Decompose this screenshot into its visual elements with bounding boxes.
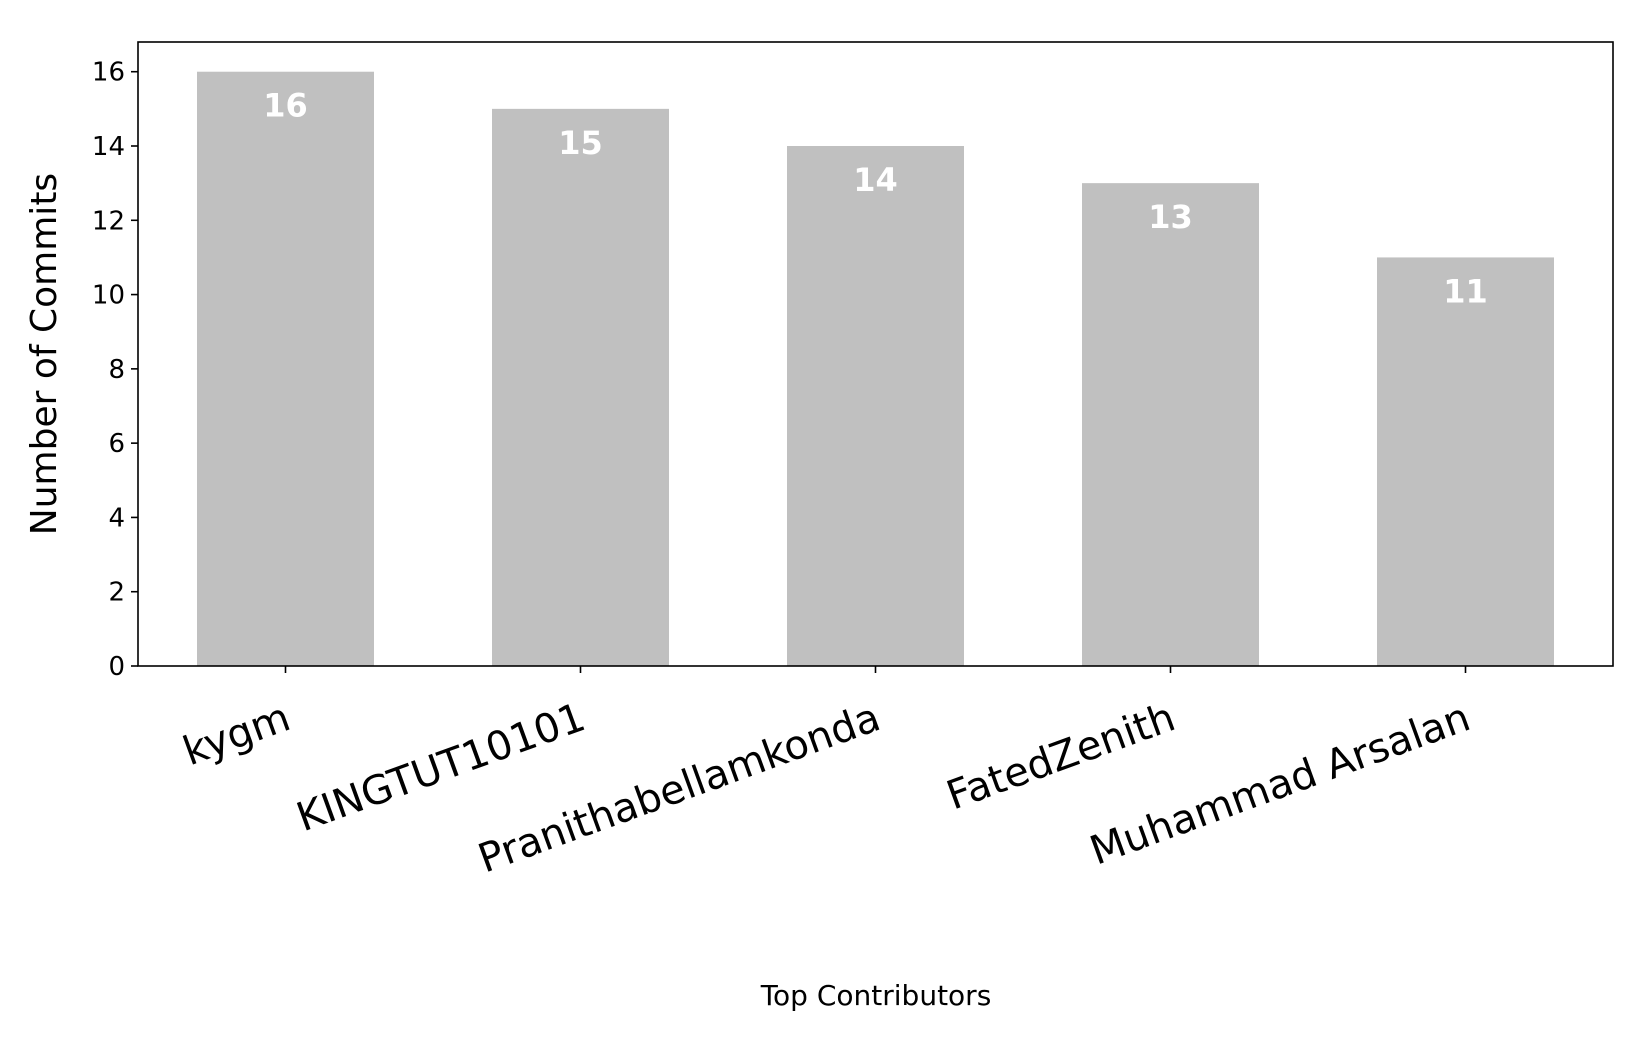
bar-fatedzenith [1082, 183, 1259, 666]
y-tick-label: 2 [108, 578, 125, 608]
data-label: 15 [558, 124, 603, 162]
bar-kygm [197, 71, 374, 666]
y-tick-label: 6 [108, 429, 125, 459]
y-tick-label: 16 [92, 58, 125, 88]
y-tick-label: 14 [92, 132, 125, 162]
x-tick-label: FatedZenith [941, 694, 1181, 819]
x-tick-label: kygm [177, 694, 296, 775]
bars-layer [197, 71, 1554, 667]
bar-kingtut10101 [492, 108, 669, 667]
y-tick-label: 4 [108, 503, 125, 533]
x-axis-title: Top Contributors [760, 979, 992, 1012]
y-tick-label: 8 [108, 355, 125, 385]
y-tick-label: 12 [92, 206, 125, 236]
y-tick-label: 0 [108, 652, 125, 682]
y-axis-title: Number of Commits [24, 173, 65, 535]
data-label: 16 [263, 87, 308, 125]
data-label: 13 [1148, 198, 1193, 236]
data-label: 11 [1443, 272, 1488, 310]
bar-pranithabellamkonda [787, 146, 964, 666]
data-label: 14 [853, 161, 898, 199]
bar-muhammad-arsalan [1377, 257, 1554, 666]
data-labels-layer: 16 15 14 13 11 [263, 87, 1488, 311]
y-axis: 0 2 4 6 8 10 12 14 16 [92, 58, 138, 682]
y-tick-label: 10 [92, 281, 125, 311]
